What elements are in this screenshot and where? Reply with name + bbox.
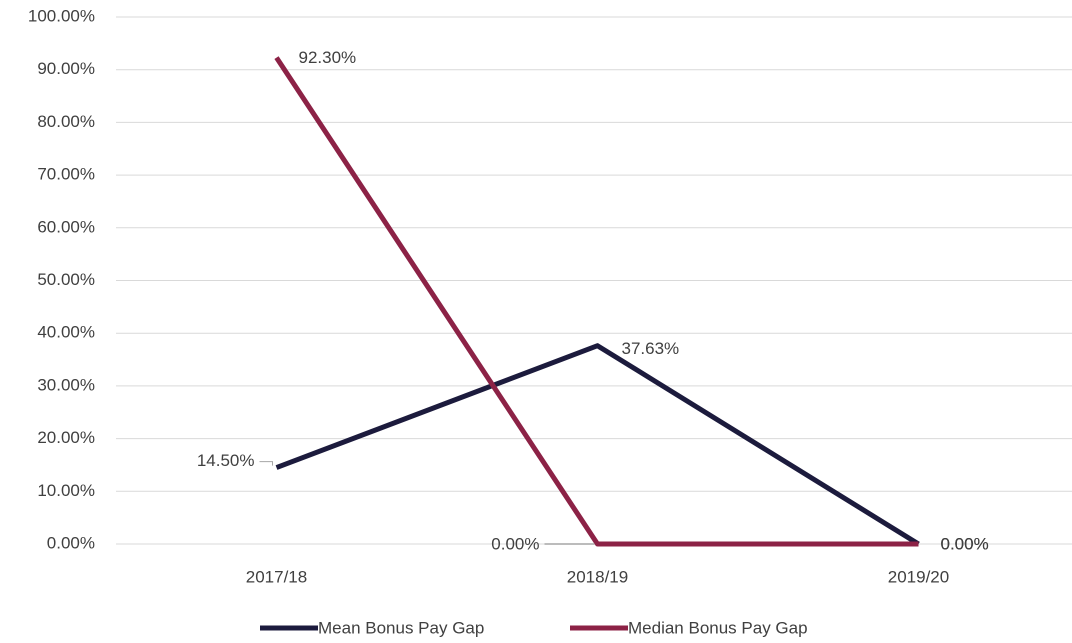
y-tick-label: 50.00%: [37, 270, 95, 289]
data-line: [274, 56, 919, 547]
data-label: 0.00%: [941, 534, 989, 553]
data-label: 0.00%: [491, 534, 539, 553]
y-tick-label: 40.00%: [37, 323, 95, 342]
y-tick-label: 60.00%: [37, 217, 95, 236]
y-tick-label: 10.00%: [37, 481, 95, 500]
x-tick-label: 2019/20: [888, 567, 949, 586]
y-tick-label: 70.00%: [37, 165, 95, 184]
y-tick-label: 30.00%: [37, 375, 95, 394]
data-label: 37.63%: [622, 339, 680, 358]
y-tick-label: 80.00%: [37, 112, 95, 131]
data-line: [275, 343, 920, 547]
data-label: 14.50%: [197, 451, 255, 470]
data-label: 0.00%: [941, 534, 989, 553]
legend-label: Mean Bonus Pay Gap: [318, 618, 484, 637]
x-tick-label: 2018/19: [567, 567, 628, 586]
x-tick-label: 2017/18: [246, 567, 307, 586]
legend-label: Median Bonus Pay Gap: [628, 618, 808, 637]
y-tick-label: 90.00%: [37, 59, 95, 78]
y-tick-label: 100.00%: [28, 6, 95, 25]
data-label: 92.30%: [299, 48, 357, 67]
y-tick-label: 20.00%: [37, 428, 95, 447]
y-tick-label: 0.00%: [47, 533, 95, 552]
leader-line: [259, 461, 273, 466]
